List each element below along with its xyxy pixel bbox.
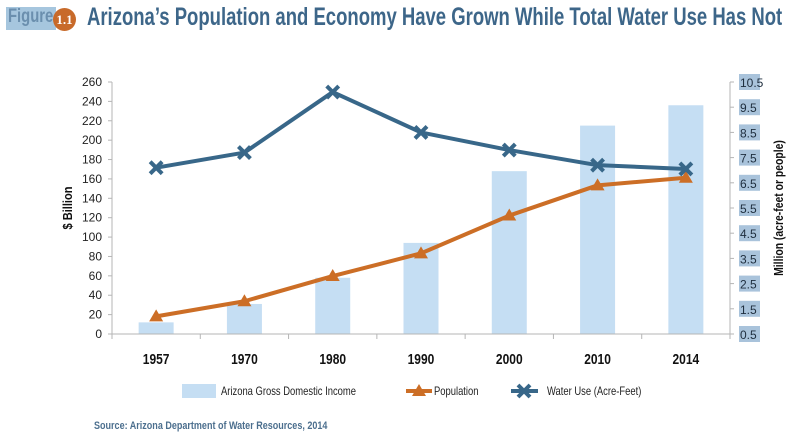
axes-layer: 0 20 40 60 80 100 120 140 160 180 200 220 240 260 0.5 1…: [60, 74, 786, 367]
legend-marker-water-use: [516, 383, 532, 399]
left-tick-label: 240: [82, 94, 102, 108]
population-point-1990: [414, 246, 428, 259]
right-tick-label-bg: [739, 149, 760, 166]
category-label-1980: 1980: [319, 351, 346, 368]
right-tick-label-bg: [739, 275, 760, 292]
left-tick-label: 80: [89, 249, 103, 263]
population-point-2010: [590, 178, 605, 191]
lines-layer: [148, 84, 694, 322]
right-tick-label: 0.5: [740, 328, 757, 342]
water-use-point-1957: [148, 160, 164, 176]
bar-2000: [491, 171, 527, 334]
population-point-2000: [502, 208, 517, 221]
figure-header: Figure 1.1 Arizona’s Population and Econ…: [0, 0, 802, 40]
water-use-point-1980: [325, 84, 341, 100]
category-label-2010: 2010: [584, 351, 611, 368]
source-note: Source: Arizona Department of Water Reso…: [94, 420, 328, 432]
bar-1980: [315, 277, 351, 334]
right-tick-label: 4.5: [740, 227, 757, 241]
water-use-point-2010: [590, 157, 605, 173]
bar-2010: [580, 125, 616, 334]
left-tick-label: 40: [89, 288, 103, 302]
legend-swatch-gdi: [182, 384, 216, 398]
legend: Arizona Gross Domestic Income Population W…: [182, 383, 641, 399]
chart-title: Arizona’s Population and Economy Have Gr…: [87, 3, 783, 31]
right-tick-label: 3.5: [740, 252, 757, 266]
right-tick-label: 9.5: [740, 101, 757, 115]
right-tick-label-bg: [739, 250, 760, 267]
population-point-1957: [149, 309, 164, 322]
right-tick-label: 10.5: [740, 76, 764, 90]
legend-label-gdi: Arizona Gross Domestic Income: [221, 385, 356, 398]
left-tick-label: 180: [82, 153, 102, 167]
legend-label-water-use: Water Use (Acre-Feet): [547, 385, 641, 398]
bars-layer: [138, 105, 704, 334]
left-tick-label: 60: [89, 269, 103, 283]
right-tick-label: 7.5: [740, 152, 757, 166]
figure-label: Figure: [8, 6, 54, 27]
right-tick-label-bg: [739, 74, 760, 90]
figure-label-box: [6, 7, 56, 30]
right-tick-label-bg: [739, 124, 760, 141]
right-tick-label-bg: [739, 200, 760, 216]
left-tick-label: 20: [89, 308, 103, 322]
population-point-2014: [678, 170, 693, 183]
water-use-point-2014: [678, 161, 694, 177]
right-tick-label: 5.5: [740, 202, 757, 216]
left-tick-label: 160: [82, 172, 102, 186]
right-axis-title: Million (acre-feet or people): [772, 140, 786, 276]
left-tick-label: 120: [82, 211, 102, 225]
right-tick-label: 2.5: [740, 278, 757, 292]
right-tick-label: 1.5: [740, 303, 757, 317]
population-point-1970: [237, 294, 252, 307]
bar-1957: [138, 322, 174, 334]
water-use-point-2000: [501, 142, 517, 158]
right-tick-label: 6.5: [740, 177, 757, 191]
bar-1970: [226, 303, 262, 334]
left-axis-title: $ Billion: [60, 187, 75, 230]
left-tick-label: 140: [82, 191, 102, 205]
bar-2014: [668, 105, 704, 334]
right-tick-label-bg: [739, 225, 760, 242]
left-tick-label: 100: [82, 230, 102, 244]
legend-label-population: Population: [434, 385, 479, 398]
category-label-1970: 1970: [231, 351, 258, 368]
left-tick-label: 220: [82, 114, 102, 128]
category-label-1957: 1957: [143, 351, 170, 368]
category-label-1990: 1990: [408, 351, 435, 368]
legend-marker-population: [412, 384, 426, 396]
category-label-2014: 2014: [673, 351, 700, 368]
category-label-2000: 2000: [496, 351, 523, 368]
water-use-point-1990: [413, 124, 429, 140]
population-point-1980: [325, 269, 340, 282]
left-tick-label: 260: [82, 75, 102, 89]
figure-number-badge: 1.1: [53, 8, 76, 31]
left-tick-label: 200: [82, 133, 102, 147]
right-tick-label-bg: [739, 326, 760, 342]
right-tick-label: 8.5: [740, 126, 757, 140]
left-tick-label: 0: [95, 327, 102, 341]
right-tick-label-bg: [739, 300, 760, 317]
right-tick-label-bg: [739, 99, 760, 116]
right-tick-label-bg: [739, 174, 760, 191]
water-use-point-1970: [237, 145, 252, 160]
